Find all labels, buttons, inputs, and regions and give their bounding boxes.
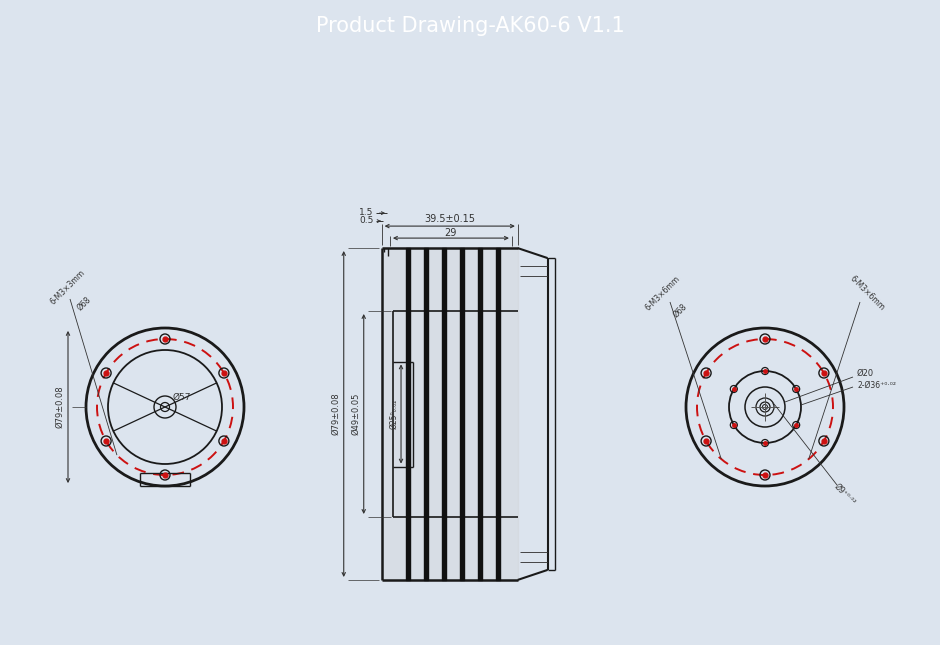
Text: 0.5: 0.5 (359, 215, 374, 224)
Text: 6-M3×3mm: 6-M3×3mm (49, 268, 87, 306)
Text: Ø79±0.08: Ø79±0.08 (55, 386, 65, 428)
Text: Ø20: Ø20 (857, 368, 874, 377)
Text: 1.5: 1.5 (359, 208, 374, 217)
Text: 29: 29 (445, 228, 457, 238)
Text: Ø68: Ø68 (671, 303, 689, 320)
Text: 6-M3×6mm: 6-M3×6mm (848, 274, 886, 312)
Text: Product Drawing-AK60-6 V1.1: Product Drawing-AK60-6 V1.1 (316, 16, 624, 36)
Text: 6-M3×6mm: 6-M3×6mm (644, 274, 682, 312)
Text: 2-Ø36⁺⁰·⁰²: 2-Ø36⁺⁰·⁰² (857, 381, 896, 390)
Text: Ø25⁰₀.₀₂: Ø25⁰₀.₀₂ (389, 399, 399, 429)
Text: Ø57: Ø57 (173, 393, 192, 401)
Text: Ø49±0.05: Ø49±0.05 (352, 393, 360, 435)
Text: 39.5±0.15: 39.5±0.15 (424, 214, 476, 224)
Text: Ø9⁺⁰·⁰²: Ø9⁺⁰·⁰² (833, 482, 857, 508)
Text: Ø68: Ø68 (75, 295, 93, 313)
Text: Ø79±0.08: Ø79±0.08 (331, 393, 340, 435)
